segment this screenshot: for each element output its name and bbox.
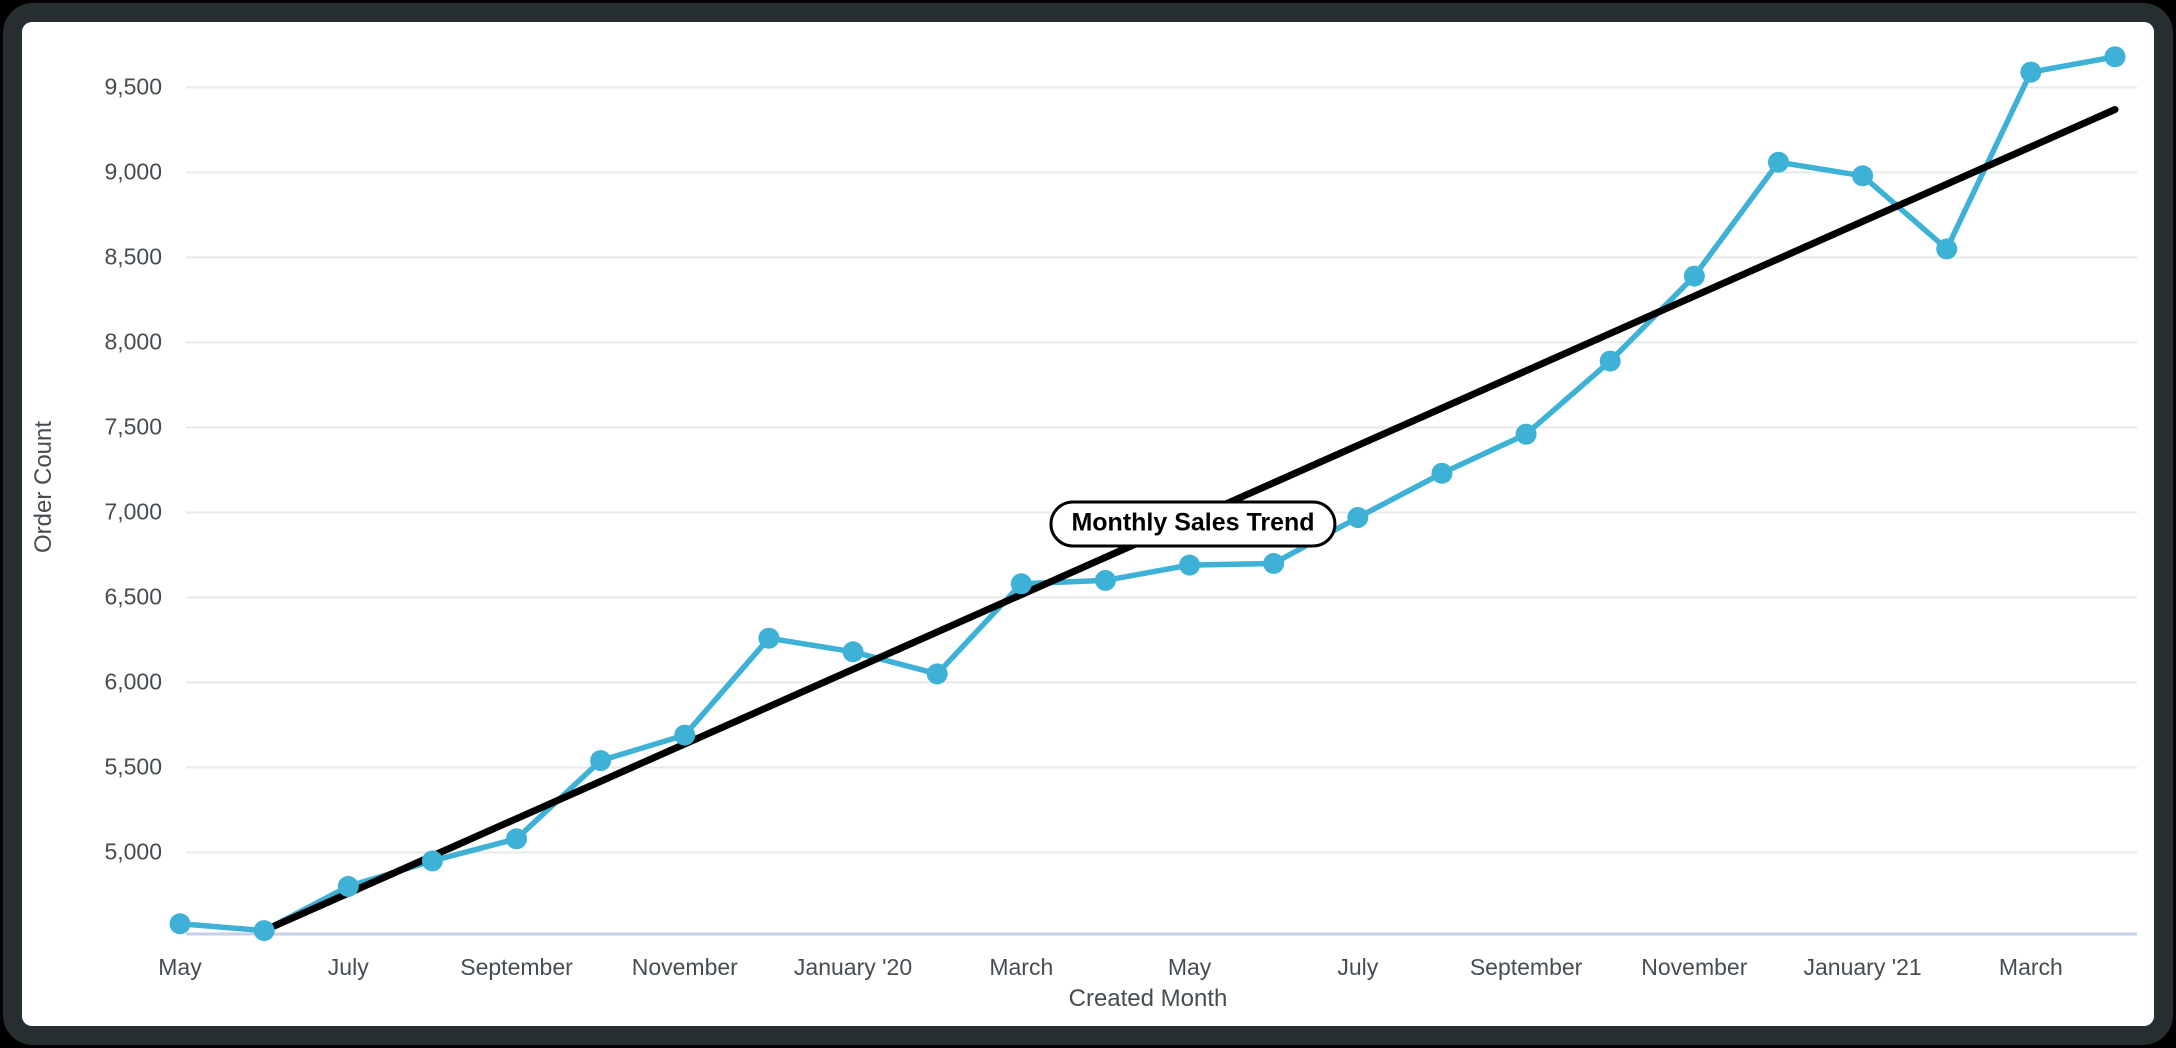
data-point[interactable]: [1515, 423, 1537, 445]
data-point[interactable]: [1431, 462, 1453, 484]
data-point[interactable]: [842, 641, 864, 663]
data-point[interactable]: [506, 828, 528, 850]
order-count-line: [177, 54, 2118, 934]
x-tick-label: March: [1998, 954, 2063, 980]
data-point[interactable]: [169, 913, 191, 935]
data-point[interactable]: [1179, 554, 1201, 576]
x-tick-label: May: [1167, 954, 1212, 980]
data-point[interactable]: [1683, 265, 1705, 287]
x-tick-label: March: [989, 954, 1054, 980]
data-point[interactable]: [1599, 350, 1621, 372]
data-point[interactable]: [421, 850, 443, 872]
y-tick-label: 6,500: [104, 583, 162, 610]
y-tick-label: 7,500: [104, 413, 162, 440]
data-point[interactable]: [758, 627, 780, 649]
data-point[interactable]: [1347, 507, 1369, 528]
data-point[interactable]: [2020, 61, 2042, 83]
y-tick-label: 9,000: [104, 158, 162, 185]
y-tick-label: 6,000: [104, 668, 162, 695]
x-tick-label: July: [327, 954, 369, 980]
x-tick-label: January '20: [793, 954, 913, 980]
chart-area: 5,000 5,500 6,000 6,500 7,000 7,500 8,000 8,500…: [22, 22, 2154, 1026]
data-point[interactable]: [1936, 238, 1958, 260]
y-tick-label: 8,500: [104, 243, 162, 270]
y-tick-label: 5,000: [104, 838, 162, 865]
data-point[interactable]: [1263, 552, 1285, 574]
x-tick-label: July: [1337, 954, 1379, 980]
data-point[interactable]: [253, 920, 275, 942]
y-tick-label: 8,000: [104, 328, 162, 355]
x-tick-label: November: [1641, 954, 1748, 980]
y-axis-title: Order Count: [30, 420, 57, 554]
chart-card: 5,000 5,500 6,000 6,500 7,000 7,500 8,000 8,500…: [3, 3, 2173, 1045]
data-point[interactable]: [1852, 165, 1874, 187]
y-tick-label: 5,500: [104, 753, 162, 780]
x-tick-label: September: [1469, 954, 1583, 980]
data-point[interactable]: [590, 750, 612, 772]
y-tick-label: 9,500: [104, 73, 162, 100]
data-point[interactable]: [1094, 569, 1116, 591]
x-tick-label: September: [460, 954, 573, 980]
x-axis-title: Created Month: [1068, 985, 1228, 1012]
x-tick-label: November: [631, 954, 738, 980]
x-tick-label: January '21: [1803, 954, 1922, 980]
data-point[interactable]: [1010, 573, 1032, 595]
data-point[interactable]: [1767, 151, 1789, 173]
x-tick-label: May: [158, 954, 202, 980]
y-tick-label: 7,000: [104, 498, 162, 525]
data-point[interactable]: [337, 875, 359, 897]
data-point[interactable]: [926, 663, 948, 685]
trend-line-label: Monthly Sales Trend: [1049, 500, 1337, 548]
data-point[interactable]: [674, 724, 696, 746]
data-point[interactable]: [2104, 46, 2126, 68]
